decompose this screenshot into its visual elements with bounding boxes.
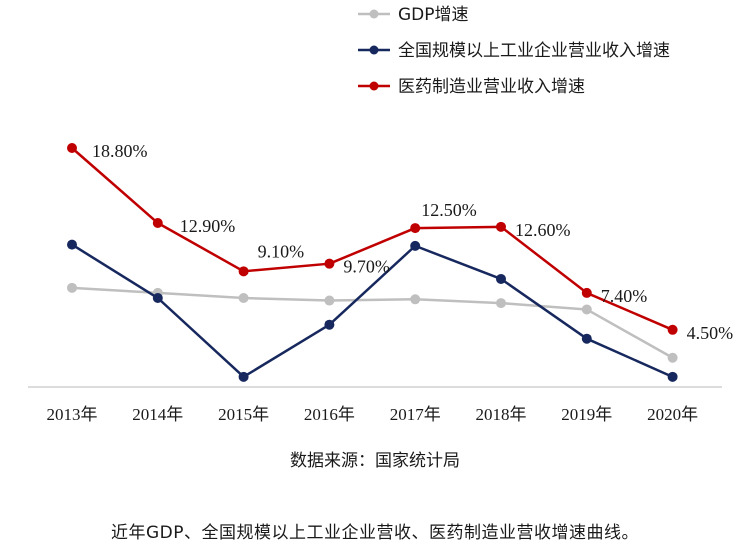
data-point <box>238 266 249 277</box>
x-tick-label: 2017年 <box>390 405 441 424</box>
data-label: 12.50% <box>421 200 477 220</box>
data-point <box>324 258 335 269</box>
legend-label: 全国规模以上工业企业营业收入增速 <box>398 41 670 61</box>
x-tick-label: 2019年 <box>561 405 612 424</box>
data-point <box>496 298 506 309</box>
series-layer <box>67 143 678 382</box>
series-line <box>71 286 674 359</box>
data-label: 18.80% <box>92 141 148 161</box>
series-3 <box>67 143 678 335</box>
data-point <box>67 143 77 153</box>
x-tick-labels: 2013年 2014年 2015年 2016年 2017年 2018年 2019年 2020年 <box>47 405 699 424</box>
data-point <box>152 218 163 229</box>
data-point <box>496 273 506 284</box>
data-point <box>667 371 678 382</box>
data-point <box>410 294 421 305</box>
source-note: 数据来源：国家统计局 <box>290 451 460 471</box>
data-point <box>67 239 77 250</box>
figure-caption: 近年GDP、全国规模以上工业企业营收、医药制造业营收增速曲线。 <box>110 523 639 543</box>
data-label: 12.60% <box>515 220 571 240</box>
data-point <box>667 352 678 363</box>
legend-marker <box>369 9 379 19</box>
legend-item: GDP增速 <box>358 5 469 25</box>
data-point <box>581 287 592 298</box>
data-point <box>238 371 249 382</box>
data-point <box>496 221 506 232</box>
data-point <box>67 282 77 293</box>
legend-item: 医药制造业营业收入增速 <box>358 77 585 97</box>
data-labels: 18.80% 12.90% 9.10% 9.70% 12.50% 12.60% 7.40% 4… <box>92 141 733 343</box>
data-point <box>581 333 592 344</box>
data-point <box>238 293 249 304</box>
x-tick-label: 2018年 <box>476 405 527 424</box>
legend-item: 全国规模以上工业企业营业收入增速 <box>358 41 670 61</box>
series-line <box>71 243 674 379</box>
x-tick-label: 2016年 <box>304 405 355 424</box>
data-point <box>410 223 421 234</box>
x-tick-label: 2014年 <box>132 405 183 424</box>
data-label: 9.70% <box>343 257 390 277</box>
data-point <box>324 295 335 306</box>
legend-marker <box>369 81 379 91</box>
series-1 <box>67 282 678 363</box>
data-label: 12.90% <box>180 216 236 236</box>
x-tick-label: 2013年 <box>47 405 98 424</box>
x-tick-label: 2020年 <box>647 405 698 424</box>
series-2 <box>67 239 678 382</box>
x-tick-label: 2015年 <box>218 405 269 424</box>
data-label: 9.10% <box>258 241 305 261</box>
data-label: 7.40% <box>601 286 648 306</box>
data-point <box>410 240 421 251</box>
data-point <box>581 304 592 315</box>
data-point <box>324 319 335 330</box>
data-point <box>152 293 163 304</box>
legend-label: 医药制造业营业收入增速 <box>398 77 585 97</box>
series-line <box>71 147 674 331</box>
data-label: 4.50% <box>687 323 734 343</box>
legend-label: GDP增速 <box>398 5 469 25</box>
data-point <box>667 324 678 335</box>
legend-marker <box>369 45 379 55</box>
